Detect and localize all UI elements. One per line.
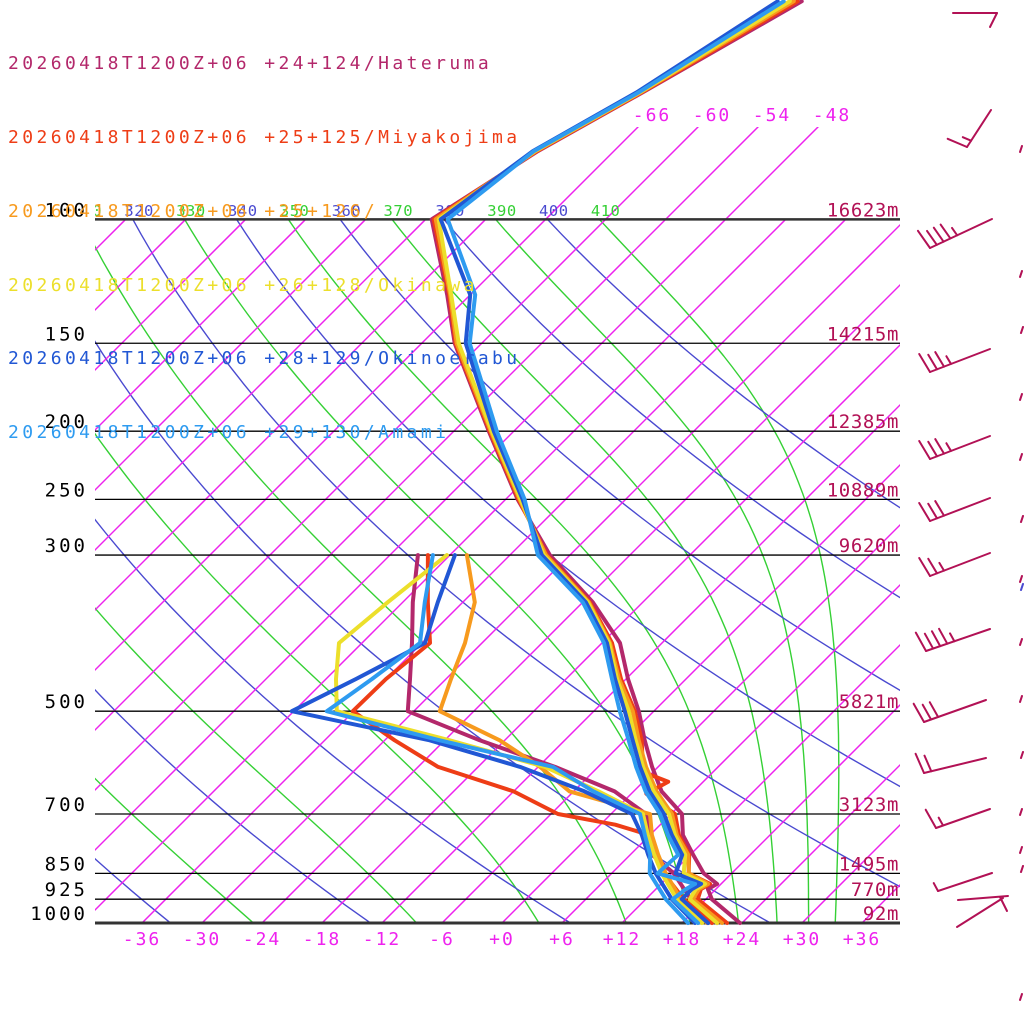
svg-text:-66: -66 <box>633 105 672 126</box>
svg-text:100: 100 <box>45 199 88 221</box>
svg-text:1495m: 1495m <box>839 853 899 875</box>
station-header-line: 20260418T1200Z+06 +25+125/Miyakojima <box>8 126 521 148</box>
svg-text:1000: 1000 <box>30 903 88 925</box>
svg-text:9620m: 9620m <box>839 535 899 557</box>
svg-text:-24: -24 <box>243 929 282 950</box>
svg-text:310: 310 <box>73 202 103 220</box>
svg-text:+0: +0 <box>489 929 515 950</box>
svg-text:370: 370 <box>384 202 414 220</box>
svg-text:-60: -60 <box>693 105 732 126</box>
svg-text:925: 925 <box>45 879 88 901</box>
height-labels: 16623m 14215m 12385m 10889m 9620m 5821m 3123m 1… <box>827 199 899 925</box>
svg-text:770m: 770m <box>851 879 899 901</box>
svg-text:5821m: 5821m <box>839 691 899 713</box>
temperature-trace-Okinoerabu <box>438 0 780 925</box>
station-list: 20260418T1200Z+06 +24+124/Hateruma 20260… <box>8 3 521 470</box>
svg-text:-48: -48 <box>813 105 852 126</box>
svg-text:410: 410 <box>591 202 621 220</box>
svg-text:320: 320 <box>124 202 154 220</box>
temp-axis-labels-bottom: -36 -30 -24 -18 -12 -6 +0 +6 +12 +18 +24 +30 +36 <box>123 929 882 950</box>
svg-text:+30: +30 <box>783 929 822 950</box>
temp-axis-labels-top: -66 -60 -54 -48 <box>633 105 852 126</box>
temperature-trace-Okinawa <box>436 0 792 925</box>
station-header-line: 20260418T1200Z+06 +29+130/Amami <box>8 422 450 444</box>
svg-text:850: 850 <box>45 853 88 875</box>
svg-text:340: 340 <box>228 202 258 220</box>
svg-text:-18: -18 <box>303 929 342 950</box>
svg-text:350: 350 <box>280 202 310 220</box>
svg-text:150: 150 <box>45 323 88 345</box>
svg-text:+24: +24 <box>723 929 762 950</box>
svg-text:10889m: 10889m <box>827 479 899 501</box>
svg-text:-54: -54 <box>753 105 792 126</box>
station-header-line: 20260418T1200Z+06 +26+128/Okinawa <box>8 274 478 296</box>
svg-text:500: 500 <box>45 691 88 713</box>
svg-text:400: 400 <box>539 202 569 220</box>
temperature-trace-Amami <box>445 0 786 925</box>
station-header-line: 20260418T1200Z+06 +28+129/Okinoerabu <box>8 348 521 370</box>
isotherm-grid <box>95 127 900 923</box>
dry-adiabat-grid <box>95 219 900 923</box>
svg-text:300: 300 <box>45 535 88 557</box>
station-header-line: 20260418T1200Z+06 +24+124/Hateruma <box>8 53 493 75</box>
isobar-grid <box>95 218 900 925</box>
svg-text:+18: +18 <box>663 929 702 950</box>
svg-text:390: 390 <box>487 202 517 220</box>
svg-text:16623m: 16623m <box>827 199 899 221</box>
dewpoint-traces <box>289 553 719 925</box>
svg-text:+6: +6 <box>549 929 575 950</box>
svg-text:14215m: 14215m <box>827 323 899 345</box>
svg-text:3123m: 3123m <box>839 794 899 816</box>
svg-text:92m: 92m <box>863 903 899 925</box>
svg-text:-12: -12 <box>363 929 402 950</box>
temperature-traces <box>429 0 804 925</box>
svg-text:700: 700 <box>45 794 88 816</box>
svg-text:-30: -30 <box>183 929 222 950</box>
svg-text:12385m: 12385m <box>827 411 899 433</box>
svg-text:-36: -36 <box>123 929 162 950</box>
wind-barbs <box>912 12 1024 1001</box>
svg-text:+36: +36 <box>843 929 882 950</box>
svg-text:+12: +12 <box>603 929 642 950</box>
svg-text:250: 250 <box>45 479 88 501</box>
svg-text:-6: -6 <box>429 929 455 950</box>
station-header-line: 20260418T1200Z+06 +25+126/ <box>8 200 379 222</box>
dewpoint-trace-Amami <box>324 553 690 925</box>
svg-text:360: 360 <box>332 202 362 220</box>
svg-text:200: 200 <box>45 411 88 433</box>
svg-text:330: 330 <box>176 202 206 220</box>
